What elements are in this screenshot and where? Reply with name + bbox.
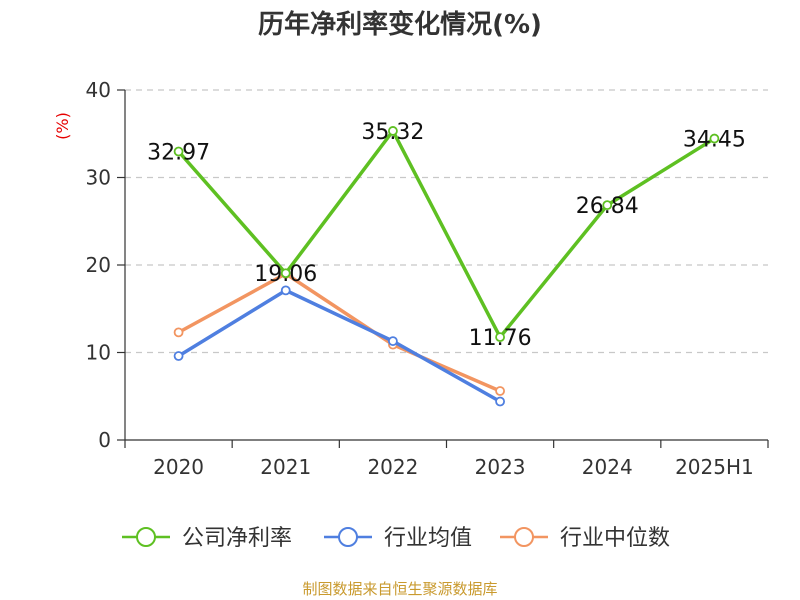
gridlines — [125, 89, 768, 354]
data-point — [388, 336, 398, 347]
data-point — [173, 351, 184, 361]
y-tick-label: 30 — [86, 166, 111, 190]
series-line — [177, 272, 501, 393]
data-point — [388, 126, 398, 136]
legend: 公司净利率 行业均值 行业中位数 — [122, 526, 670, 551]
data-point — [495, 386, 505, 396]
x-tick-label: 2020 — [153, 455, 204, 479]
legend-marker — [338, 527, 358, 547]
data-label: 35.32 — [361, 120, 424, 145]
data-point — [495, 396, 505, 407]
x-tick-label: 2022 — [367, 455, 418, 479]
data-point — [173, 146, 184, 157]
series-0 — [173, 126, 720, 343]
data-label: 26.84 — [576, 194, 639, 219]
y-tick-label: 40 — [86, 78, 111, 102]
series-layer — [173, 126, 720, 407]
x-tick-label: 2021 — [260, 455, 311, 479]
y-axis-label: (%) — [53, 112, 72, 140]
source-footer: 制图数据来自恒生聚源数据库 — [302, 580, 497, 598]
y-tick-label: 20 — [86, 253, 111, 277]
x-tick-label: 2024 — [582, 455, 633, 479]
data-point — [709, 133, 720, 144]
chart-title: 历年净利率变化情况(%) — [258, 9, 542, 40]
legend-label: 公司净利率 — [182, 526, 292, 551]
data-point — [280, 285, 291, 296]
data-label: 32.97 — [147, 141, 210, 166]
legend-label: 行业均值 — [384, 526, 472, 551]
legend-item: 公司净利率 — [122, 526, 292, 551]
x-tick-label: 2025H1 — [675, 455, 754, 479]
y-tick-label: 10 — [86, 341, 111, 365]
x-tick-label: 2023 — [475, 455, 526, 479]
series-line — [177, 129, 716, 339]
legend-item: 行业中位数 — [500, 526, 670, 551]
data-label: 11.76 — [469, 326, 532, 351]
data-point — [280, 268, 291, 279]
data-labels: 32.97 19.06 35.32 11.76 26.84 34.45 — [147, 120, 746, 351]
y-tick-label: 0 — [98, 428, 111, 452]
series-1 — [173, 285, 505, 407]
legend-marker — [514, 527, 534, 547]
data-label: 34.45 — [683, 128, 746, 153]
series-line — [177, 288, 501, 404]
axes: 0 10 20 30 40 2020 2021 2022 2023 2024 2025H1 — [86, 78, 769, 479]
legend-item: 行业均值 — [324, 526, 472, 551]
legend-marker — [136, 527, 156, 547]
legend-label: 行业中位数 — [560, 526, 670, 551]
data-label: 19.06 — [254, 262, 317, 287]
data-point — [173, 327, 184, 338]
data-point — [495, 332, 505, 343]
data-point — [602, 200, 613, 211]
